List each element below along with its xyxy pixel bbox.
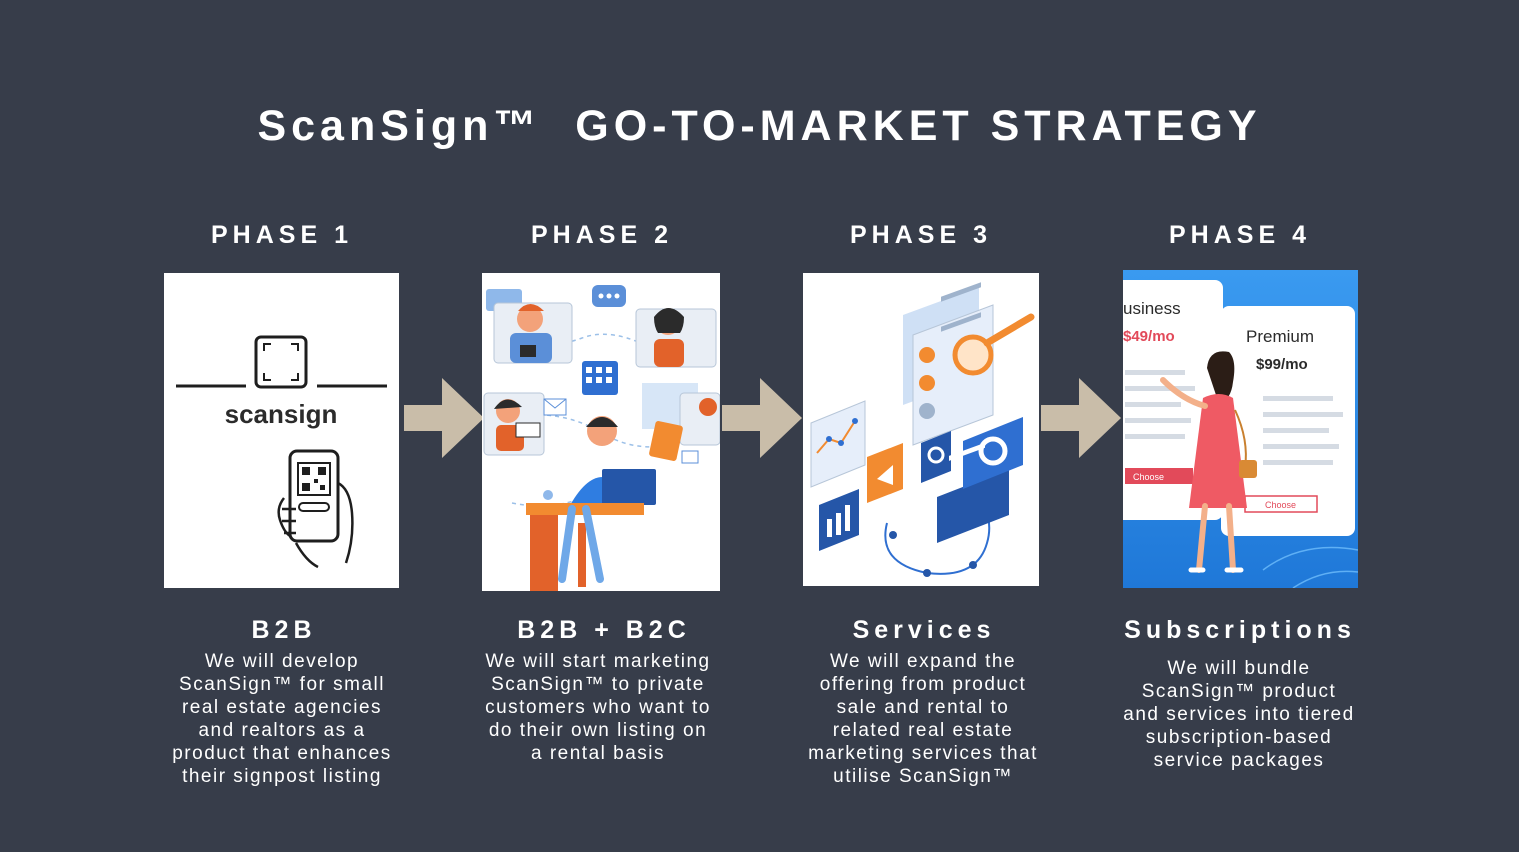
phase-4-description: We will bundle ScanSign™ product and ser…	[1089, 657, 1389, 772]
pricing-plans-illustration-icon: usiness $49/mo Choose Premium $99/mo Cho…	[1123, 270, 1358, 588]
phase-1-label: PHASE 1	[211, 221, 353, 249]
phase-2-label: PHASE 2	[531, 221, 673, 249]
arrow-right-icon	[722, 378, 802, 458]
business-plan-price: $49/mo	[1123, 328, 1175, 345]
phase-2-heading: B2B + B2C	[517, 616, 691, 644]
phase-3-description: We will expand the offering from product…	[773, 650, 1073, 788]
arrow-right-icon	[1041, 378, 1121, 458]
remote-collaboration-illustration-icon	[482, 273, 720, 591]
phase-3-heading: Services	[852, 616, 996, 644]
description-line: service packages	[1153, 750, 1325, 771]
description-line: We will develop	[204, 651, 360, 672]
description-line: ScanSign™ product	[1141, 681, 1337, 702]
premium-plan-price: $99/mo	[1256, 356, 1308, 373]
phase-2-description: We will start marketing ScanSign™ to pri…	[448, 650, 748, 765]
description-line: We will expand the	[829, 651, 1017, 672]
business-choose-button: Choose	[1133, 472, 1164, 482]
description-line: subscription-based	[1145, 727, 1333, 748]
description-line: We will start marketing	[485, 651, 711, 672]
description-line: and realtors as a	[198, 720, 366, 741]
marketing-analytics-illustration-icon	[803, 273, 1039, 586]
phase-4-image: usiness $49/mo Choose Premium $99/mo Cho…	[1123, 270, 1358, 588]
description-line: their signpost listing	[182, 766, 382, 787]
description-line: real estate agencies	[181, 697, 383, 718]
description-line: marketing services that	[808, 743, 1038, 764]
phase-4-label: PHASE 4	[1169, 221, 1311, 249]
description-line: ScanSign™ to private	[491, 674, 705, 695]
arrow-right-icon	[404, 378, 484, 458]
phase-1-heading: B2B	[251, 616, 317, 644]
premium-choose-button: Choose	[1265, 500, 1296, 510]
description-line: customers who want to	[485, 697, 711, 718]
description-line: a rental basis	[530, 743, 665, 764]
phase-3-image	[803, 273, 1039, 586]
phase-3-label: PHASE 3	[850, 221, 992, 249]
scansign-logo-text: scansign	[225, 399, 338, 429]
description-line: related real estate	[832, 720, 1014, 741]
qr-phone-logo-icon: scansign	[164, 273, 399, 588]
phase-1-image: scansign	[164, 273, 399, 588]
business-plan-title: usiness	[1123, 299, 1181, 318]
description-line: and services into tiered	[1123, 704, 1355, 725]
premium-plan-title: Premium	[1246, 327, 1314, 346]
description-line: do their own listing on	[488, 720, 708, 741]
description-line: utilise ScanSign™	[833, 766, 1013, 787]
phase-4-heading: Subscriptions	[1124, 616, 1356, 644]
page-title: ScanSign™ GO-TO-MARKET STRATEGY	[257, 102, 1262, 150]
description-line: product that enhances	[172, 743, 392, 764]
phase-2-image	[482, 273, 720, 591]
description-line: sale and rental to	[836, 697, 1010, 718]
description-line: We will bundle	[1167, 658, 1311, 679]
description-line: ScanSign™ for small	[179, 674, 385, 695]
description-line: offering from product	[819, 674, 1027, 695]
phase-1-description: We will develop ScanSign™ for small real…	[132, 650, 432, 788]
